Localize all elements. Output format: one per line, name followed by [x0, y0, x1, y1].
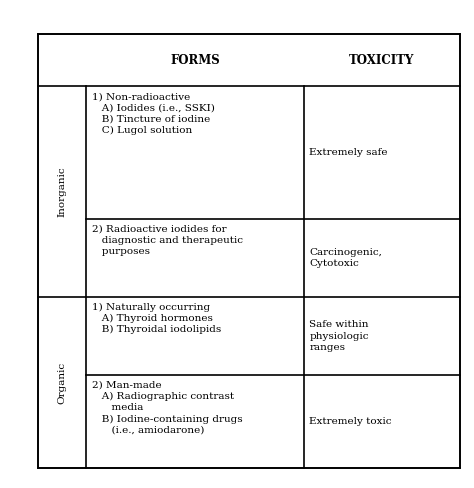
Bar — [38, 34, 460, 468]
Text: 2) Man-made
   A) Radiographic contrast
      media
   B) Iodine-containing drug: 2) Man-made A) Radiographic contrast med… — [92, 381, 243, 435]
Text: Extremely safe: Extremely safe — [310, 148, 388, 157]
Text: TOXICITY: TOXICITY — [349, 54, 414, 67]
Text: Organic: Organic — [58, 362, 67, 404]
Text: 1) Non-radioactive
   A) Iodides (i.e., SSKI)
   B) Tincture of iodine
   C) Lug: 1) Non-radioactive A) Iodides (i.e., SSK… — [92, 92, 215, 135]
Text: Carcinogenic,
Cytotoxic: Carcinogenic, Cytotoxic — [310, 248, 382, 268]
Text: 2) Radioactive iodides for
   diagnostic and therapeutic
   purposes: 2) Radioactive iodides for diagnostic an… — [92, 224, 243, 256]
Text: Extremely toxic: Extremely toxic — [310, 417, 392, 427]
Text: 1) Naturally occurring
   A) Thyroid hormones
   B) Thyroidal iodolipids: 1) Naturally occurring A) Thyroid hormon… — [92, 303, 221, 334]
Text: Inorganic: Inorganic — [58, 166, 67, 217]
Text: Safe within
physiologic
ranges: Safe within physiologic ranges — [310, 321, 369, 352]
Text: FORMS: FORMS — [170, 54, 220, 67]
